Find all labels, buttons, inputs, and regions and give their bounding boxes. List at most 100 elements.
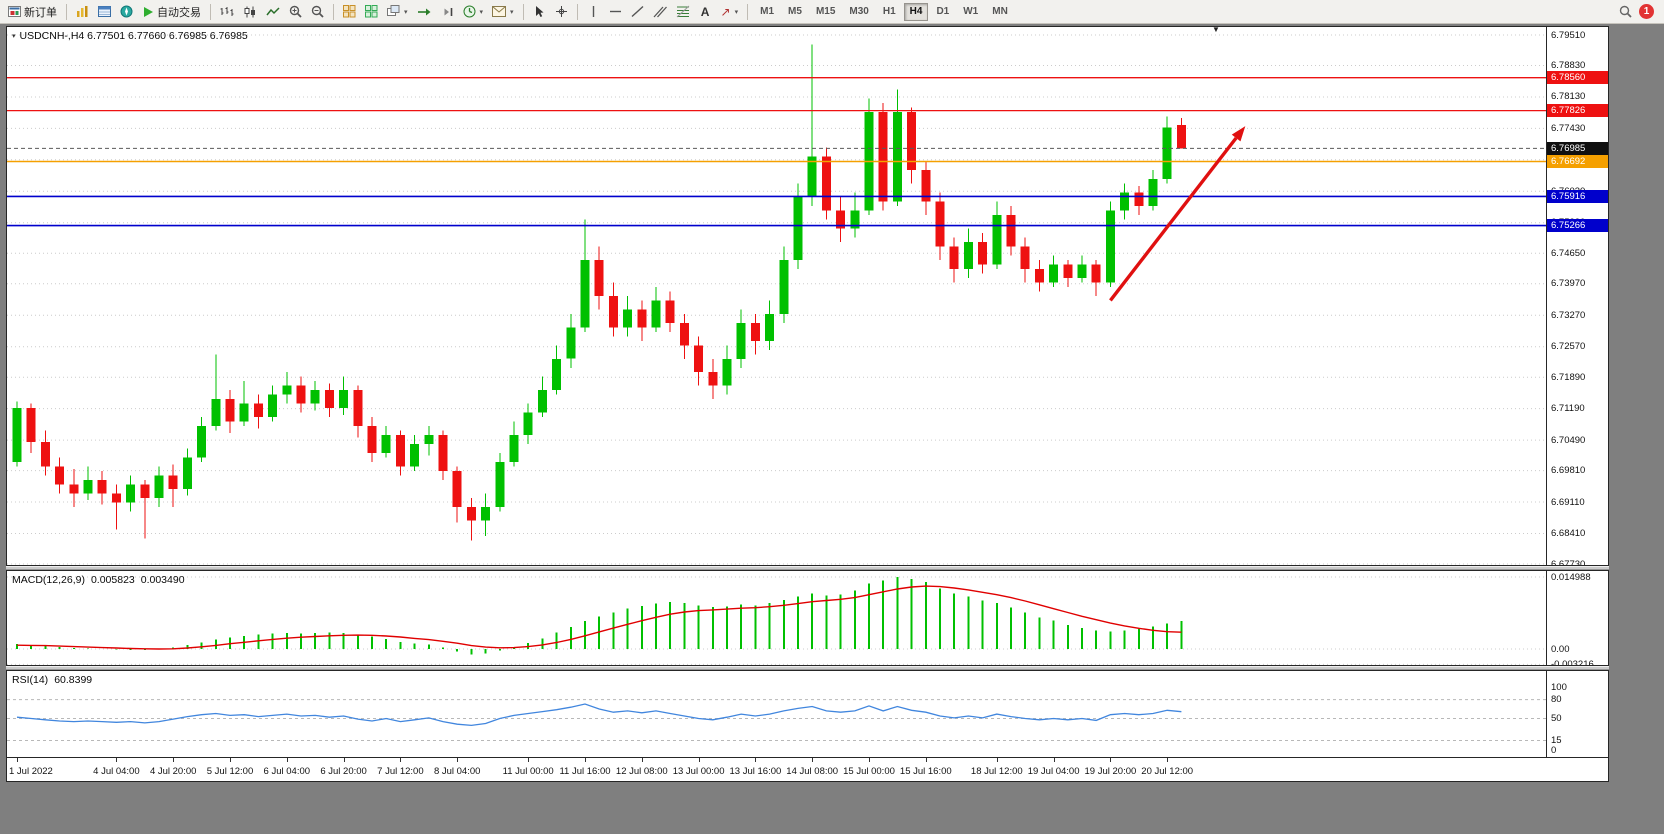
mail-button[interactable]: ▾ [488, 2, 518, 22]
text-tool-button[interactable]: A [695, 2, 716, 22]
search-button[interactable] [1615, 2, 1636, 22]
rsi-axis-label: 0 [1551, 744, 1557, 756]
data-window-button[interactable] [94, 2, 115, 22]
tile-windows-button[interactable] [339, 2, 360, 22]
macd-axis[interactable]: 0.014988 0.00 -0.003216 [1546, 571, 1608, 665]
timeframe-button-m5[interactable]: M5 [788, 6, 802, 17]
auto-scroll-icon [417, 6, 431, 18]
dropdown-caret-icon: ▾ [404, 8, 408, 16]
bar-chart-icon [220, 6, 234, 18]
time-axis-tick [457, 758, 459, 762]
time-axis-label: 18 Jul 12:00 [970, 766, 1023, 777]
toolbar-separator [333, 3, 334, 20]
new-chart-button[interactable] [361, 2, 382, 22]
zoom-in-button[interactable] [285, 2, 306, 22]
time-axis-label: 6 Jul 20:00 [320, 766, 367, 777]
time-axis-tick [996, 758, 998, 762]
vertical-line-tool-button[interactable] [583, 2, 604, 22]
candlestick-chart-icon [243, 6, 257, 18]
toolbar: 新订单 自动交易 ▾ ▾ [0, 0, 1664, 24]
price-axis-label: 6.78130 [1551, 91, 1586, 103]
cursor-tool-button[interactable] [529, 2, 550, 22]
market-watch-icon [76, 5, 89, 18]
time-axis-tick [1110, 758, 1112, 762]
price-tag-support: 6.75266 [1547, 219, 1608, 233]
price-tag-support: 6.75916 [1547, 189, 1608, 203]
zoom-out-button[interactable] [307, 2, 328, 22]
autotrading-button[interactable]: 自动交易 [138, 2, 205, 22]
timeframe-button-m15[interactable]: M15 [815, 6, 836, 17]
dropdown-caret-icon: ▾ [734, 8, 739, 16]
price-axis-label: 6.77430 [1551, 122, 1586, 134]
time-axis-tick [343, 758, 345, 762]
market-watch-button[interactable] [72, 2, 93, 22]
candlestick-chart-button[interactable] [239, 2, 261, 22]
navigator-button[interactable] [116, 2, 137, 22]
new-order-label: 新订单 [24, 6, 57, 19]
price-tag-resistance: 6.77826 [1547, 104, 1608, 118]
bar-chart-button[interactable] [216, 2, 238, 22]
price-axis-label: 6.70490 [1551, 434, 1586, 446]
alert-count: 1 [1643, 6, 1650, 17]
toolbar-separator [576, 3, 578, 20]
timeframe-button-d1[interactable]: D1 [936, 6, 950, 17]
time-axis-label: 4 Jul 20:00 [149, 766, 197, 777]
timeframe-button-h1[interactable]: H1 [882, 6, 896, 17]
arrows-tool-button[interactable]: ↗ ▾ [717, 2, 743, 22]
dropdown-caret-icon: ▾ [510, 8, 514, 16]
toolbar-separator [210, 3, 211, 20]
time-axis-label: 5 Jul 12:00 [206, 766, 254, 777]
time-axis-label: 8 Jul 04:00 [433, 766, 481, 777]
new-order-button[interactable]: 新订单 [4, 2, 61, 22]
channel-tool-button[interactable] [649, 2, 671, 22]
time-axis[interactable]: 1 Jul 2022 4 Jul 04:00 4 Jul 20:00 5 Jul 12… [6, 758, 1609, 782]
timeframe-button-m30[interactable]: M30 [849, 6, 869, 17]
rsi-axis-label: 100 [1551, 681, 1567, 693]
macd-plot[interactable] [7, 571, 1546, 665]
candlestick-plot[interactable] [7, 27, 1546, 565]
time-axis-label: 15 Jul 00:00 [843, 766, 895, 777]
timeframe-button-m1[interactable]: M1 [760, 6, 775, 17]
period-button[interactable]: ▾ [459, 2, 488, 22]
price-axis[interactable]: 6.795106.788306.781306.774306.767306.760… [1546, 27, 1608, 565]
timeframe-button-h4[interactable]: H4 [903, 2, 929, 21]
macd-axis-label: 0.014988 [1551, 571, 1591, 583]
zoom-in-icon [289, 5, 302, 18]
line-chart-button[interactable] [262, 2, 284, 22]
time-axis-tick [925, 758, 927, 762]
data-window-icon [98, 5, 111, 18]
crosshair-tool-button[interactable] [551, 2, 572, 22]
horizontal-line-tool-button[interactable] [605, 2, 626, 22]
timeframe-button-w1[interactable]: W1 [963, 6, 979, 17]
timeframe-group: M1 M5 M15 M30 H1 H4 D1 W1 MN [753, 2, 1015, 21]
time-axis-label: 4 Jul 04:00 [93, 766, 140, 777]
mail-icon [492, 6, 507, 17]
cursor-icon [534, 5, 545, 18]
rsi-axis-label: 15 [1551, 735, 1562, 747]
time-axis-tick [1053, 758, 1055, 762]
crosshair-icon [555, 5, 568, 18]
auto-scroll-button[interactable] [413, 2, 435, 22]
panel-splitter[interactable] [6, 566, 1609, 570]
time-axis-tick [400, 758, 402, 762]
text-tool-icon: A [700, 4, 710, 19]
timeframe-button-mn[interactable]: MN [992, 6, 1008, 17]
chart-shift-marker-icon[interactable]: ▼ [1212, 26, 1220, 34]
rsi-axis[interactable]: 100 80 50 15 0 [1546, 671, 1608, 757]
time-axis-tick [230, 758, 231, 762]
chart-shift-button[interactable] [436, 2, 458, 22]
macd-axis-label: -0.003216 [1551, 658, 1594, 666]
fibonacci-tool-button[interactable] [672, 2, 694, 22]
time-axis-tick [812, 758, 814, 762]
arrows-tool-icon: ↗ [720, 4, 731, 19]
alert-badge[interactable]: 1 [1639, 4, 1654, 19]
time-axis-label: 6 Jul 04:00 [263, 766, 311, 777]
rsi-axis-label: 50 [1551, 713, 1562, 724]
time-axis-label: 20 Jul 12:00 [1141, 766, 1194, 777]
cascade-windows-button[interactable]: ▾ [383, 2, 412, 22]
cascade-windows-icon [387, 5, 400, 18]
panel-splitter[interactable] [6, 666, 1609, 670]
rsi-plot[interactable] [7, 671, 1546, 757]
trendline-tool-button[interactable] [627, 2, 648, 22]
time-axis-tick [641, 758, 643, 762]
